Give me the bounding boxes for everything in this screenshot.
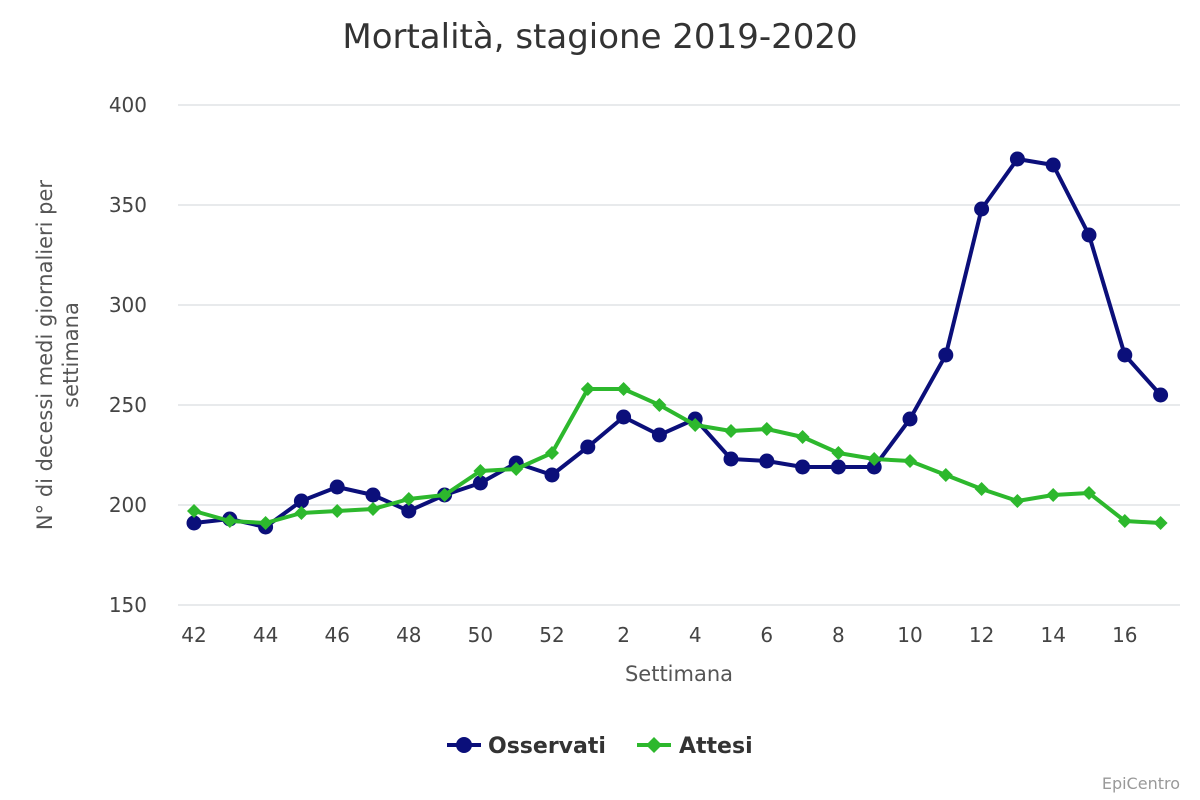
point-osservati-47[interactable] [365, 487, 381, 503]
x-tick-4: 4 [689, 623, 702, 647]
point-osservati-16[interactable] [1117, 347, 1133, 363]
point-osservati-48[interactable] [401, 503, 417, 519]
point-attesi-11[interactable] [938, 468, 953, 482]
series-osservati [186, 151, 1169, 535]
point-osservati-17[interactable] [1153, 387, 1169, 403]
legend-marker-attesi [646, 737, 662, 753]
point-osservati-50[interactable] [472, 475, 488, 491]
series-attesi [187, 382, 1168, 530]
point-osservati-1[interactable] [580, 439, 596, 455]
point-osservati-14[interactable] [1045, 157, 1061, 173]
point-osservati-7[interactable] [795, 459, 811, 475]
x-tick-6: 6 [760, 623, 773, 647]
x-tick-10: 10 [897, 623, 922, 647]
chart-title: Mortalità, stagione 2019-2020 [342, 17, 857, 57]
y-axis-title-line-2: settimana [59, 302, 83, 408]
point-attesi-13[interactable] [1010, 494, 1025, 508]
x-tick-44: 44 [253, 623, 278, 647]
point-osservati-11[interactable] [938, 347, 954, 363]
point-osservati-12[interactable] [974, 201, 990, 217]
point-attesi-45[interactable] [294, 506, 309, 520]
point-attesi-12[interactable] [974, 482, 989, 496]
point-attesi-8[interactable] [831, 446, 846, 460]
legend-label-attesi: Attesi [679, 734, 753, 759]
credit-label[interactable]: EpiCentro [1102, 774, 1180, 793]
gridlines [178, 104, 1180, 606]
point-attesi-47[interactable] [366, 502, 380, 516]
x-tick-50: 50 [468, 623, 493, 647]
point-attesi-16[interactable] [1117, 514, 1132, 528]
point-attesi-48[interactable] [401, 492, 416, 506]
legend-item-osservati[interactable]: Osservati [447, 734, 606, 759]
point-attesi-50[interactable] [473, 464, 488, 478]
point-osservati-10[interactable] [902, 411, 918, 427]
point-attesi-1[interactable] [580, 382, 595, 396]
point-attesi-52[interactable] [545, 446, 559, 460]
point-osservati-13[interactable] [1009, 151, 1025, 167]
point-attesi-15[interactable] [1082, 486, 1096, 500]
y-tick-350: 350 [109, 193, 147, 217]
point-attesi-51[interactable] [509, 462, 524, 476]
legend-label-osservati: Osservati [488, 734, 606, 759]
point-osservati-8[interactable] [830, 459, 846, 475]
point-osservati-45[interactable] [293, 493, 309, 509]
x-tick-16: 16 [1112, 623, 1137, 647]
x-axis-title: Settimana [625, 662, 733, 686]
point-attesi-44[interactable] [258, 516, 273, 530]
y-tick-400: 400 [109, 93, 147, 117]
x-tick-42: 42 [181, 623, 206, 647]
x-tick-14: 14 [1040, 623, 1065, 647]
y-tick-200: 200 [109, 493, 147, 517]
point-osservati-52[interactable] [544, 467, 560, 483]
point-attesi-10[interactable] [903, 454, 917, 468]
point-attesi-43[interactable] [222, 514, 237, 528]
y-tick-150: 150 [109, 593, 147, 617]
series-line-osservati [193, 157, 1163, 529]
x-tick-48: 48 [396, 623, 421, 647]
point-attesi-4[interactable] [688, 418, 703, 432]
point-osservati-2[interactable] [616, 409, 632, 425]
point-attesi-42[interactable] [187, 504, 201, 518]
point-osservati-15[interactable] [1081, 227, 1097, 243]
point-attesi-9[interactable] [867, 452, 882, 466]
x-tick-labels: 42 44 46 48 50 52 2 4 6 8 10 12 14 16 [181, 623, 1137, 647]
point-osservati-9[interactable] [866, 459, 882, 475]
point-attesi-2[interactable] [616, 382, 631, 396]
series-line-attesi [193, 387, 1161, 525]
point-attesi-46[interactable] [330, 504, 345, 518]
point-attesi-14[interactable] [1046, 488, 1061, 502]
point-osservati-6[interactable] [759, 453, 775, 469]
point-attesi-5[interactable] [724, 424, 738, 438]
x-tick-52: 52 [539, 623, 564, 647]
x-tick-2: 2 [617, 623, 630, 647]
legend-item-attesi[interactable]: Attesi [637, 734, 753, 759]
legend: Osservati Attesi [447, 734, 753, 759]
y-tick-250: 250 [109, 393, 147, 417]
x-tick-46: 46 [324, 623, 349, 647]
point-osservati-5[interactable] [723, 451, 739, 467]
point-attesi-17[interactable] [1153, 516, 1168, 530]
y-tick-300: 300 [109, 293, 147, 317]
point-attesi-7[interactable] [795, 430, 810, 444]
x-tick-8: 8 [832, 623, 845, 647]
y-tick-labels: 150 200 250 300 350 400 [109, 93, 147, 617]
point-osservati-42[interactable] [186, 515, 202, 531]
point-osservati-3[interactable] [651, 427, 667, 443]
y-axis-title: N° di decessi medi giornalieri per setti… [33, 180, 83, 530]
legend-marker-osservati [456, 737, 472, 753]
series-layer [186, 151, 1169, 535]
y-axis-title-line-1: N° di decessi medi giornalieri per [33, 180, 57, 530]
point-attesi-49[interactable] [437, 488, 452, 502]
point-osservati-46[interactable] [329, 479, 345, 495]
x-tick-12: 12 [969, 623, 994, 647]
point-attesi-3[interactable] [652, 398, 667, 412]
point-attesi-6[interactable] [759, 422, 774, 436]
